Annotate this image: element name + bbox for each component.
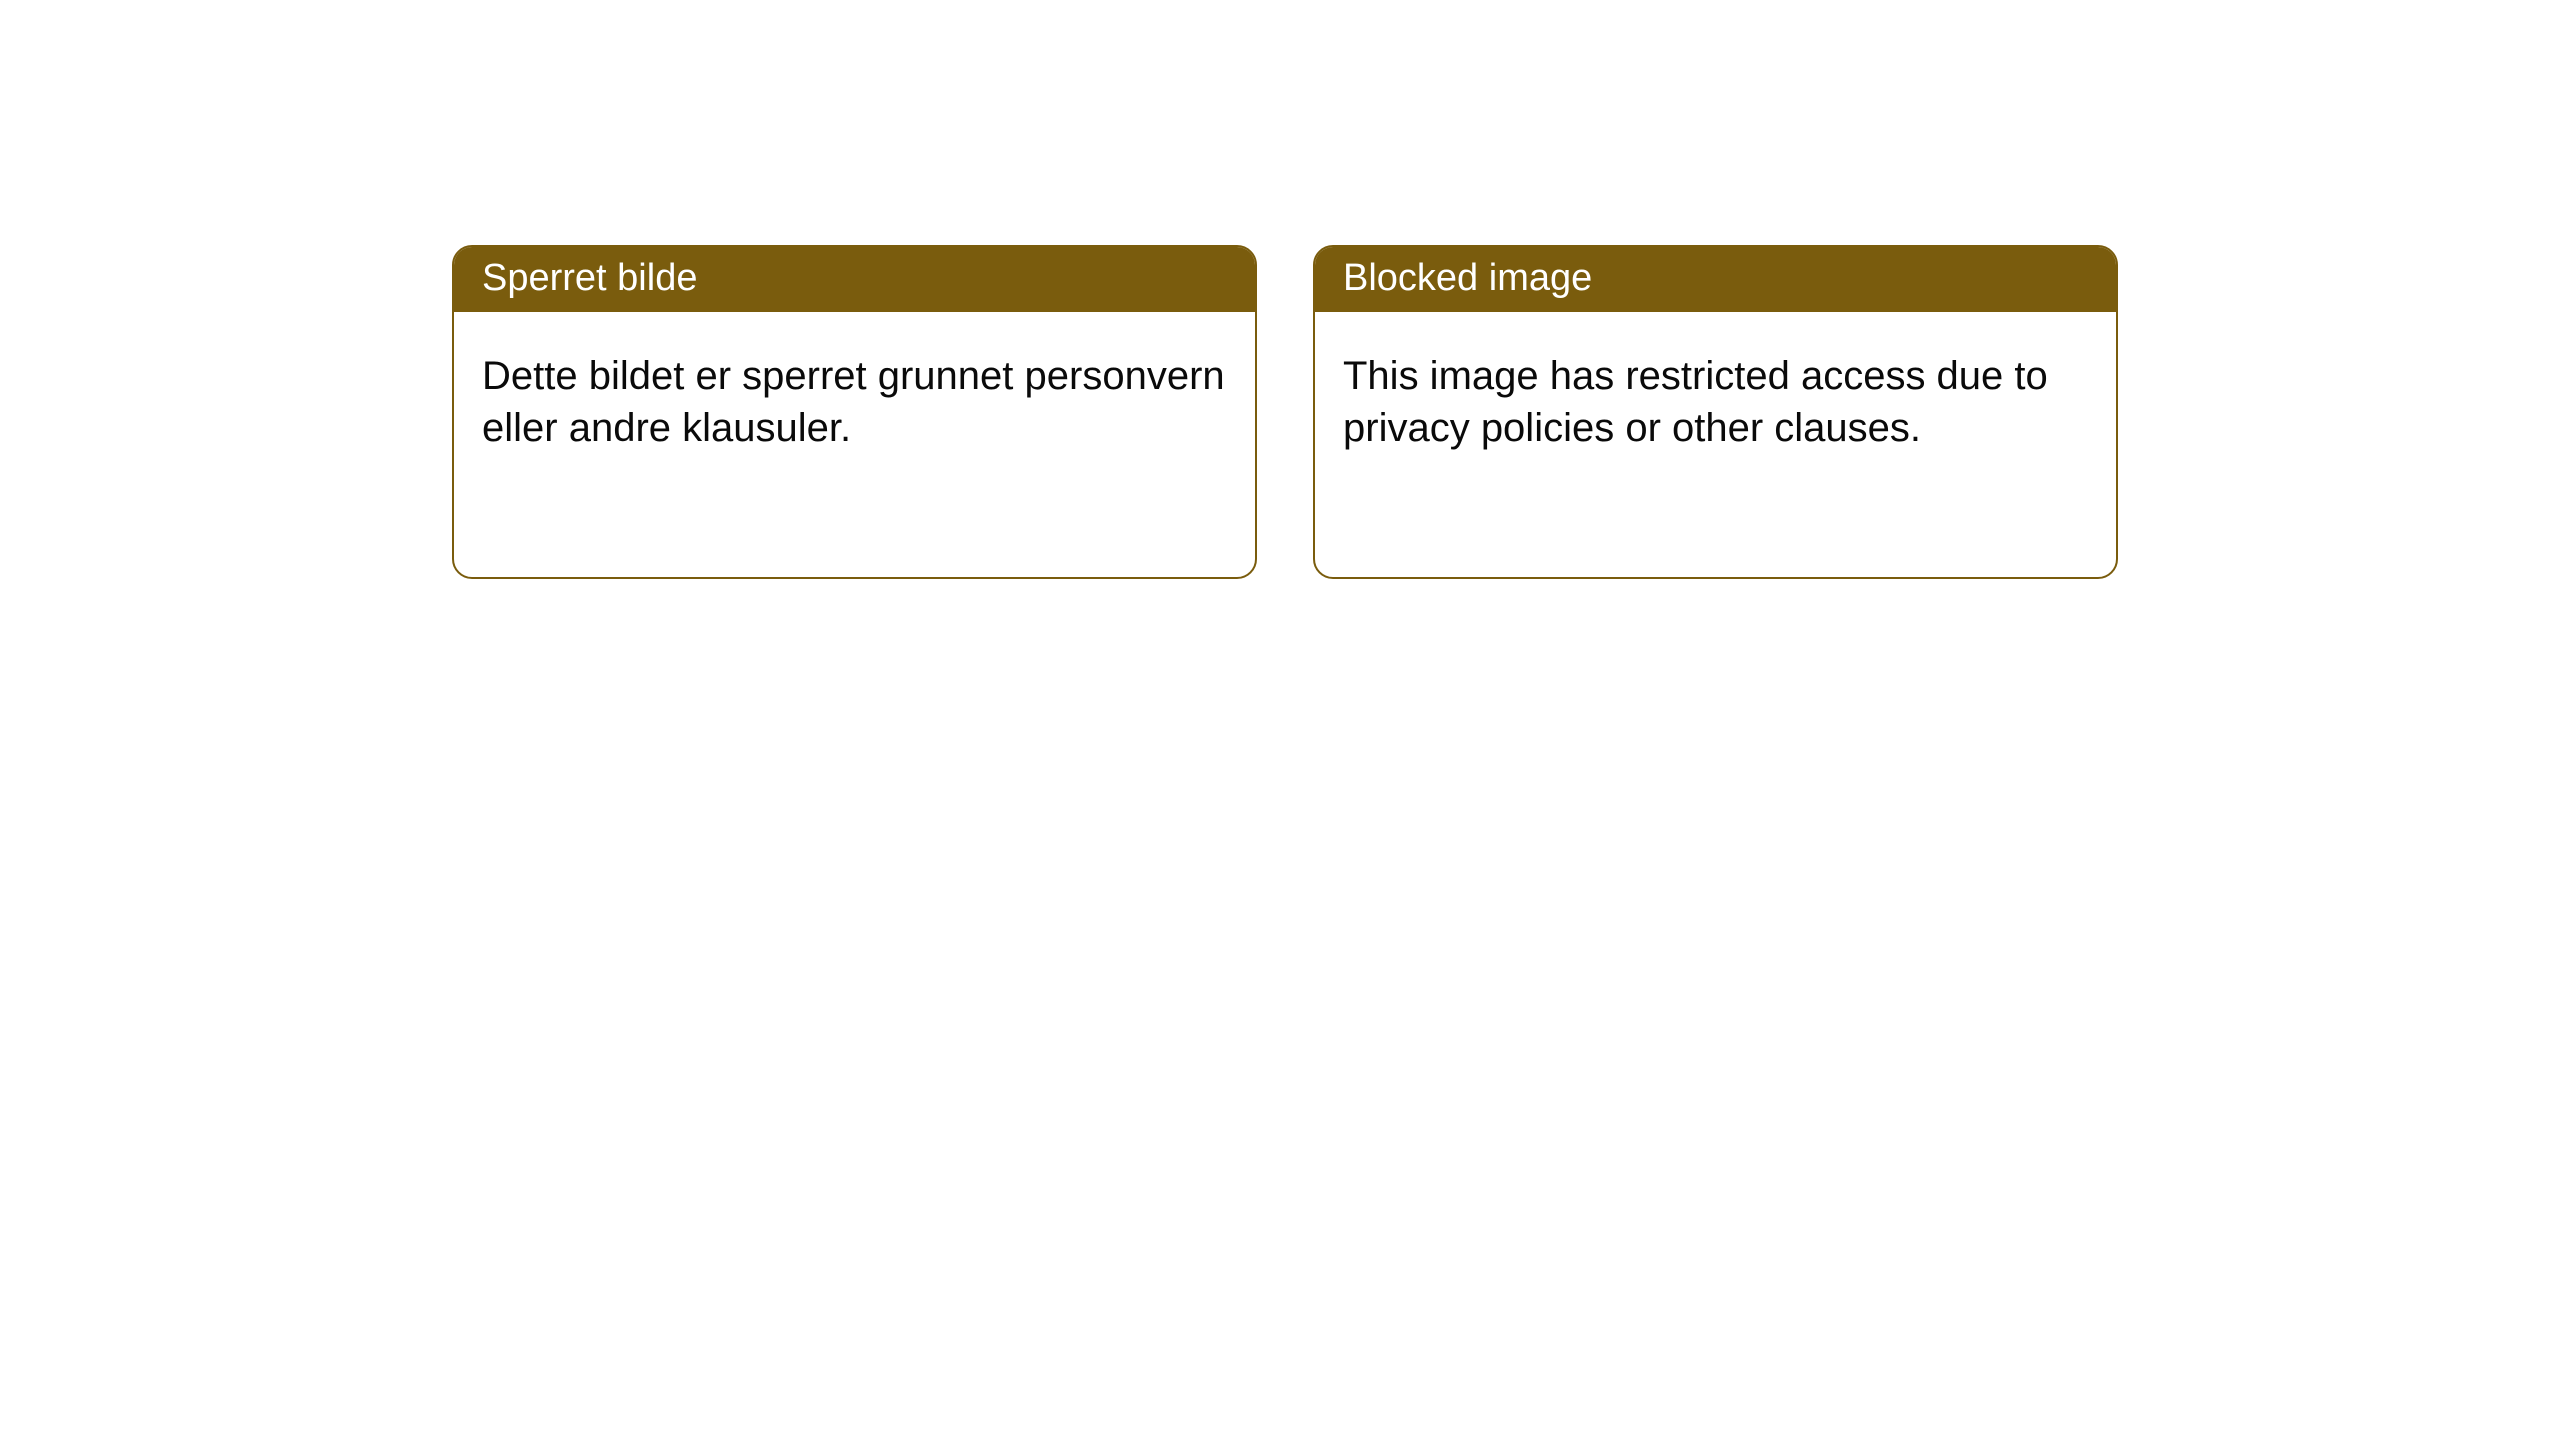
card-header-en: Blocked image — [1315, 247, 2116, 312]
card-body-en: This image has restricted access due to … — [1315, 312, 2116, 482]
notice-container: Sperret bilde Dette bildet er sperret gr… — [0, 0, 2560, 579]
card-text-no: Dette bildet er sperret grunnet personve… — [482, 354, 1225, 450]
card-title-en: Blocked image — [1343, 257, 1592, 299]
blocked-image-card-no: Sperret bilde Dette bildet er sperret gr… — [452, 245, 1257, 579]
card-title-no: Sperret bilde — [482, 257, 697, 299]
card-text-en: This image has restricted access due to … — [1343, 354, 2048, 450]
card-header-no: Sperret bilde — [454, 247, 1255, 312]
card-body-no: Dette bildet er sperret grunnet personve… — [454, 312, 1255, 482]
blocked-image-card-en: Blocked image This image has restricted … — [1313, 245, 2118, 579]
